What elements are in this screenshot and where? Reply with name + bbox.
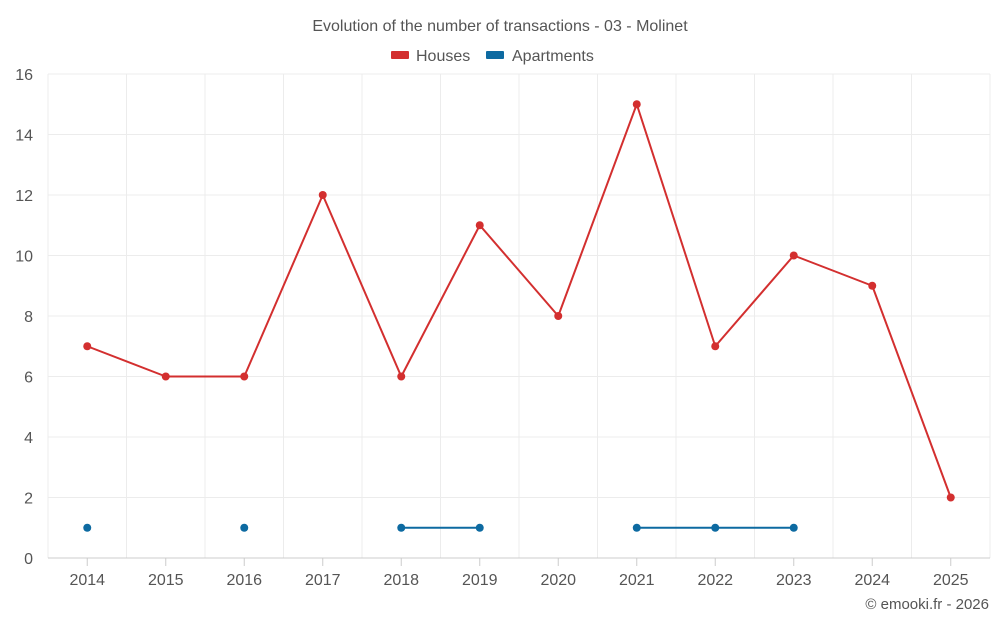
- series-group: [83, 100, 955, 532]
- data-point-apartments[interactable]: [475, 523, 484, 532]
- y-tick-label: 12: [15, 188, 33, 205]
- data-point-apartments[interactable]: [789, 523, 798, 532]
- series-apartments: [83, 523, 798, 532]
- legend-label-houses: Houses: [416, 48, 470, 65]
- x-tick-label: 2022: [697, 572, 733, 589]
- legend-label-apartments: Apartments: [512, 48, 594, 65]
- legend-swatch-apartments: [486, 51, 504, 59]
- y-tick-label: 16: [15, 67, 33, 84]
- data-point-houses[interactable]: [554, 312, 563, 320]
- data-point-houses[interactable]: [475, 221, 484, 230]
- data-point-houses[interactable]: [868, 281, 877, 290]
- data-point-houses[interactable]: [240, 372, 249, 381]
- x-tick-label: 2023: [776, 572, 812, 589]
- data-point-apartments[interactable]: [240, 523, 249, 532]
- chart-title: Evolution of the number of transactions …: [312, 18, 688, 35]
- x-axis: 2014 2015 2016 2017 2018 2019 2020 2021 2022 2023…: [48, 557, 990, 589]
- x-tick-label: 2017: [305, 572, 341, 589]
- y-tick-label: 2: [24, 491, 33, 508]
- data-point-houses[interactable]: [83, 342, 92, 351]
- data-point-houses[interactable]: [711, 342, 720, 351]
- legend-item-apartments[interactable]: Apartments: [486, 48, 594, 65]
- legend-item-houses[interactable]: Houses: [391, 48, 470, 65]
- data-point-houses[interactable]: [397, 372, 406, 381]
- y-axis: 0 2 4 6 8 10 12 14 16: [15, 67, 33, 568]
- data-point-houses[interactable]: [789, 251, 798, 260]
- y-tick-label: 8: [24, 309, 33, 326]
- x-tick-label: 2016: [226, 572, 262, 589]
- series-houses: [83, 100, 955, 502]
- x-tick-label: 2024: [854, 572, 890, 589]
- x-tick-label: 2025: [933, 572, 969, 589]
- data-point-apartments[interactable]: [397, 523, 406, 532]
- data-point-apartments[interactable]: [83, 523, 92, 532]
- legend-swatch-houses: [391, 51, 409, 59]
- legend[interactable]: Houses Apartments: [391, 48, 594, 65]
- y-tick-label: 4: [24, 430, 33, 447]
- y-tick-label: 6: [24, 370, 33, 387]
- x-tick-label: 2015: [148, 572, 184, 589]
- data-point-houses[interactable]: [318, 191, 327, 199]
- x-tick-label: 2019: [462, 572, 498, 589]
- series-line-houses: [86, 103, 952, 498]
- x-tick-label: 2021: [619, 572, 655, 589]
- x-tick-label: 2014: [69, 572, 105, 589]
- x-tick-label: 2020: [540, 572, 576, 589]
- data-point-apartments[interactable]: [632, 523, 641, 532]
- credit-text: © emooki.fr - 2026: [865, 596, 989, 613]
- y-tick-label: 10: [15, 249, 33, 266]
- data-point-houses[interactable]: [946, 493, 955, 502]
- data-point-apartments[interactable]: [711, 523, 720, 532]
- y-tick-label: 0: [24, 551, 33, 568]
- grid: [47, 73, 991, 558]
- data-point-houses[interactable]: [161, 372, 170, 381]
- x-tick-label: 2018: [383, 572, 419, 589]
- y-tick-label: 14: [15, 128, 33, 145]
- data-point-houses[interactable]: [632, 100, 641, 109]
